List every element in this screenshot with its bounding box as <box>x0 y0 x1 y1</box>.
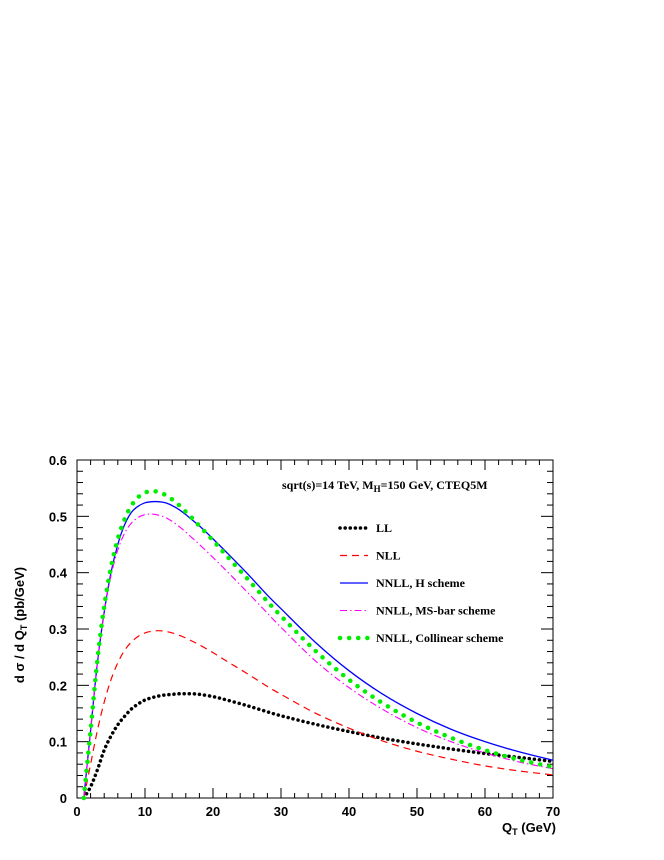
y-axis-label: d σ / d QT (pb/GeV) <box>12 567 29 683</box>
legend-label-nnll-ms-bar-scheme: NNLL, MS-bar scheme <box>376 604 496 618</box>
series-line-nnll-ms-bar-scheme <box>83 513 554 799</box>
annotation-text: sqrt(s)=14 TeV, MH=150 GeV, CTEQ5M <box>282 478 488 494</box>
series-line-nnll-collinear-scheme <box>81 488 556 801</box>
legend-label-nnll-h-scheme: NNLL, H scheme <box>376 576 466 590</box>
legend-label-nnll-collinear-scheme: NNLL, Collinear scheme <box>376 631 504 645</box>
y-tick-label: 0.6 <box>49 453 67 468</box>
series-layer <box>81 488 556 801</box>
x-tick-label: 70 <box>546 804 560 819</box>
x-axis-label: QT (GeV) <box>502 820 556 837</box>
legend-label-nll: NLL <box>376 549 401 563</box>
y-tick-label: 0.5 <box>49 509 67 524</box>
y-tick-label: 0.3 <box>49 622 67 637</box>
legend-label-ll: LL <box>376 521 392 535</box>
y-tick-label: 0.2 <box>49 678 67 693</box>
series-line-ll <box>82 691 555 800</box>
x-tick-label: 50 <box>410 804 424 819</box>
series-line-nll <box>83 630 554 799</box>
x-tick-label: 20 <box>206 804 220 819</box>
x-tick-label: 40 <box>342 804 356 819</box>
x-tick-label: 10 <box>138 804 152 819</box>
legend: LL NLL NNLL, H scheme NNLL, MS-bar scheme NN… <box>337 521 504 645</box>
y-tick-label: 0 <box>60 791 67 806</box>
y-tick-label: 0.1 <box>49 735 67 750</box>
x-tick-label: 0 <box>73 804 80 819</box>
x-tick-label: 30 <box>274 804 288 819</box>
plot-frame <box>76 459 554 799</box>
axis-ticks <box>76 459 554 799</box>
x-tick-label: 60 <box>478 804 492 819</box>
y-tick-label: 0.4 <box>49 566 68 581</box>
axis-tick-labels: 0 10 20 30 40 50 60 70 0 0.1 0.2 0.3 0.4 0.5 0.6 <box>49 453 560 819</box>
